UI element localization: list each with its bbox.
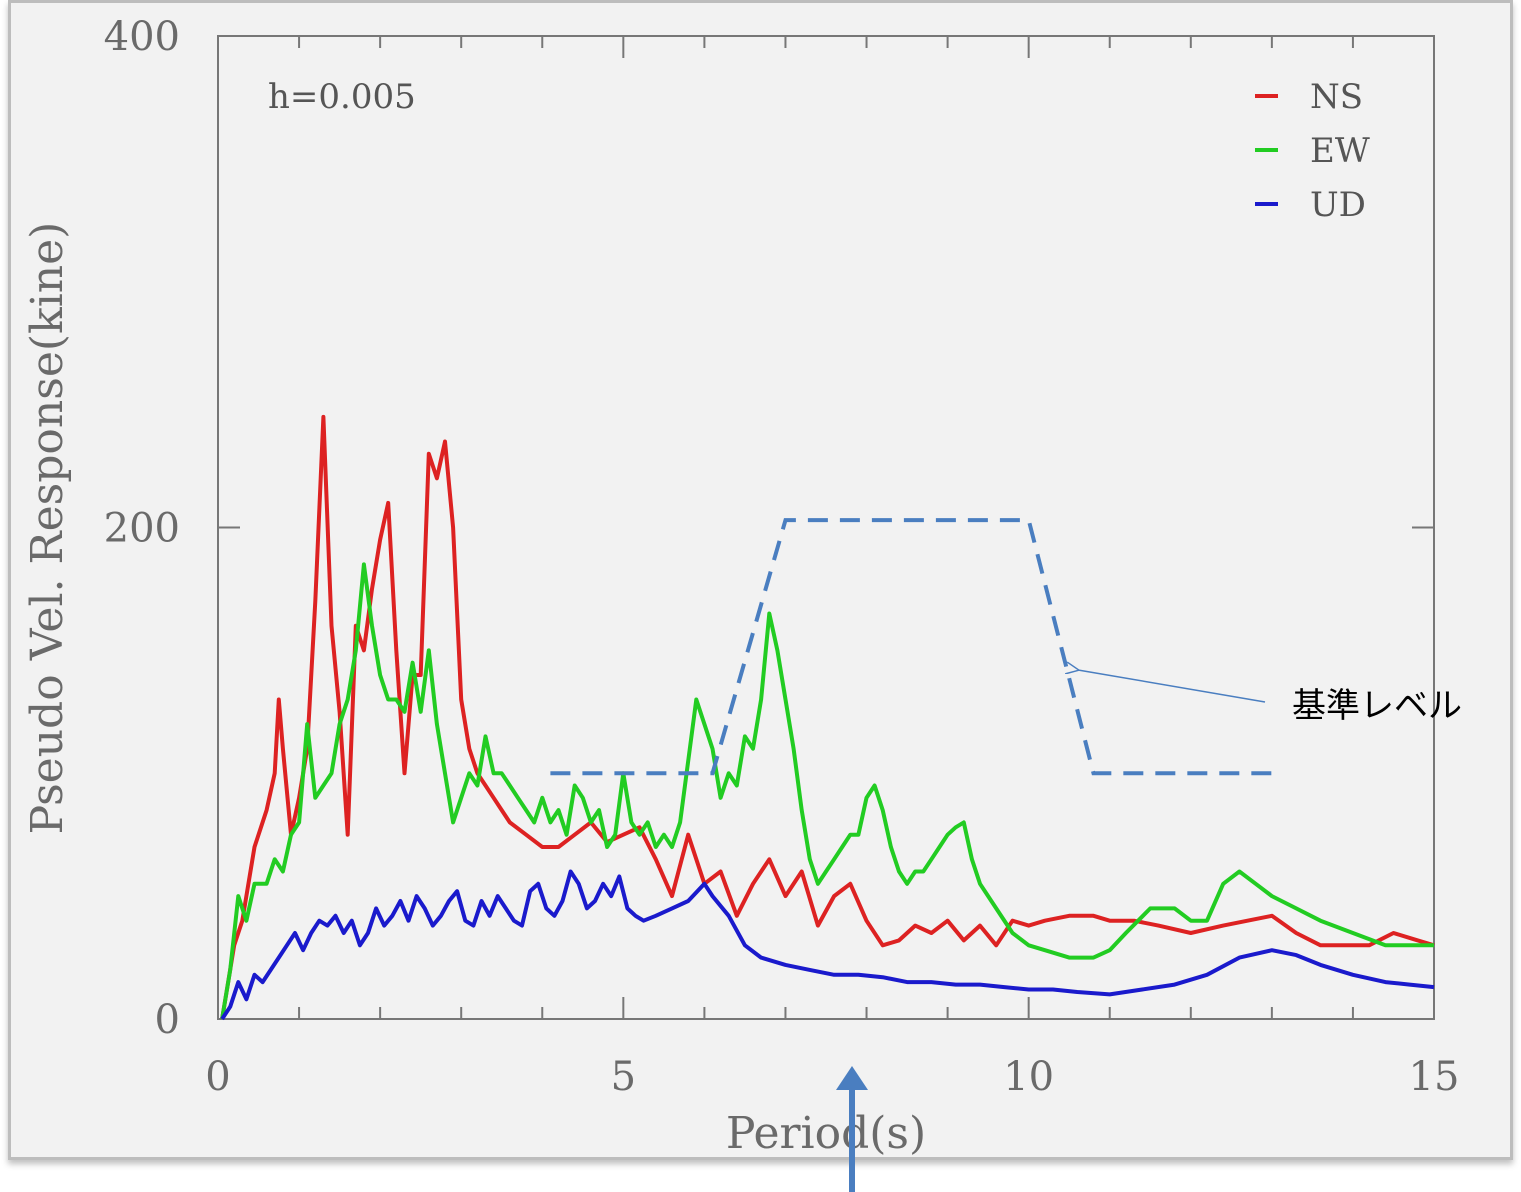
x-tick-label: 15 — [1409, 1054, 1460, 1100]
legend-label-ud: UD — [1310, 185, 1366, 225]
x-tick-label: 5 — [611, 1054, 636, 1100]
series-line-ew — [220, 562, 1434, 1020]
damping-annotation: h=0.005 — [268, 77, 416, 117]
reference-level-layer — [550, 518, 1272, 776]
pointer-arrow-head — [836, 1066, 868, 1090]
series-line-ns — [220, 414, 1435, 1020]
reference-callout-arrow — [1078, 670, 1266, 703]
y-tick-label: 200 — [104, 506, 180, 552]
reference-level-label: 基準レベル — [1292, 686, 1462, 726]
plot-area — [217, 35, 1435, 1020]
series-layer — [220, 414, 1435, 1021]
axis-tick-labels: 0 5 10 15 0 200 400 — [104, 14, 1460, 1100]
axis-ticks — [217, 35, 1435, 1020]
y-tick-label: 0 — [155, 997, 180, 1043]
x-tick-label: 0 — [205, 1054, 230, 1100]
legend-label-ew: EW — [1310, 131, 1370, 171]
y-axis-title: Pseudo Vel. Response(kine) — [22, 222, 73, 835]
y-tick-label: 400 — [104, 14, 180, 60]
legend: NS EW UD — [1255, 77, 1370, 225]
x-axis-title: Period(s) — [726, 1108, 926, 1159]
series-line-ud — [220, 869, 1435, 1021]
legend-label-ns: NS — [1310, 77, 1363, 117]
reference-level-line — [550, 518, 1272, 776]
x-tick-label: 10 — [1003, 1054, 1054, 1100]
